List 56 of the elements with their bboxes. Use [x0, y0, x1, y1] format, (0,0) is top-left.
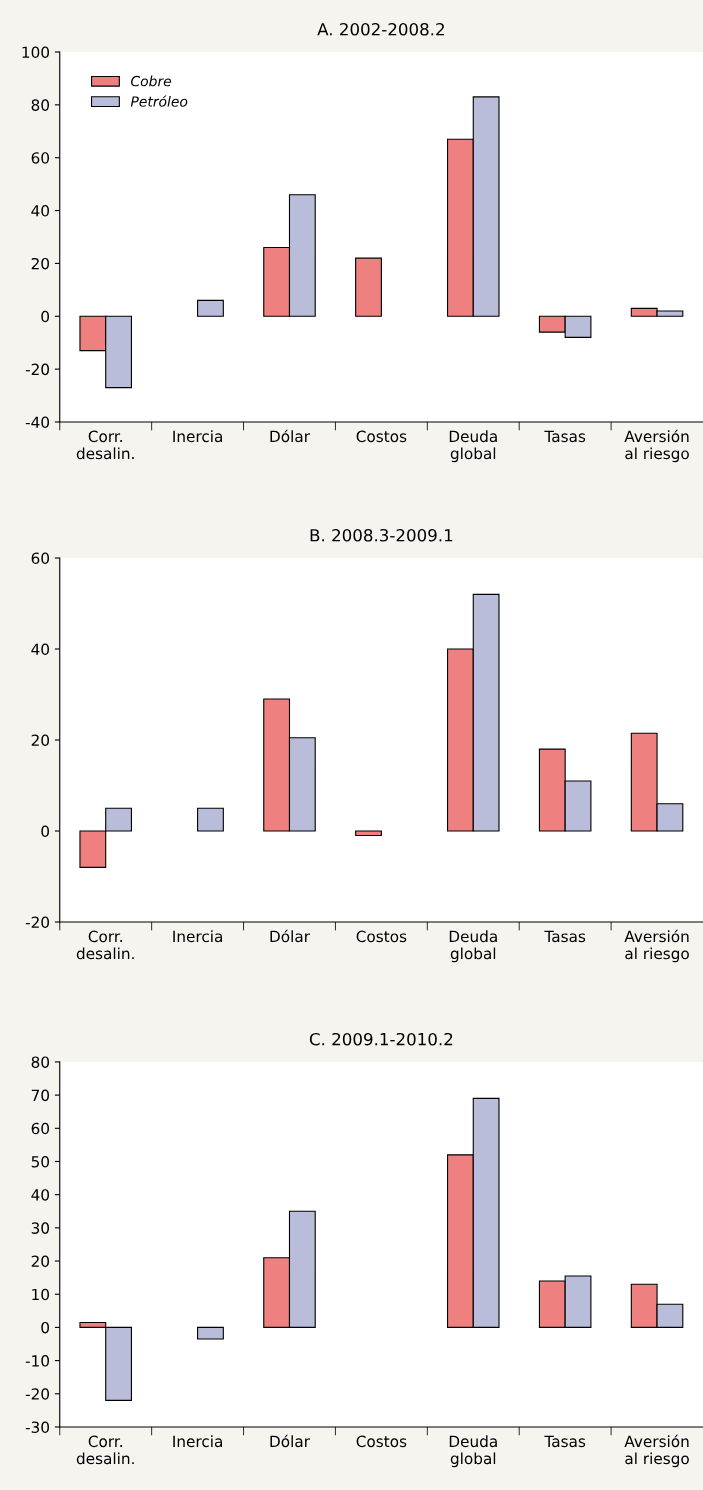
- x-tick-label: Dólar: [270, 929, 310, 943]
- y-tick-label: 60: [31, 552, 50, 565]
- chart-title: B. 2008.3-2009.1: [310, 528, 453, 542]
- x-tick-label: Costos: [356, 430, 407, 443]
- x-tick-label: Costos: [356, 930, 407, 943]
- x-tick-label: Corr. desalin.: [76, 1435, 134, 1465]
- y-tick-label: 100: [22, 46, 50, 59]
- x-tick-label: Deuda global: [449, 930, 497, 963]
- x-tick-label: Tasas: [544, 430, 586, 443]
- bar: [197, 807, 224, 832]
- x-tick-label: Tasas: [544, 1435, 586, 1448]
- bar: [197, 299, 224, 317]
- y-tick-label: 0: [41, 1321, 50, 1334]
- y-tick-label: -20: [25, 916, 50, 929]
- chart-title: A. 2002-2008.2: [317, 22, 444, 36]
- y-tick-label: 60: [31, 152, 50, 164]
- legend-label: Cobre: [131, 75, 172, 87]
- x-tick-label: Costos: [356, 1435, 407, 1448]
- y-tick-label: -10: [25, 1355, 50, 1367]
- y-tick-label: -30: [25, 1421, 50, 1433]
- y-tick-label: 80: [31, 1056, 50, 1068]
- chart-title: C. 2009.1-2010.2: [309, 1032, 453, 1046]
- y-tick-label: 20: [31, 734, 50, 747]
- y-tick-label: 30: [31, 1222, 50, 1234]
- x-tick-label: Deuda global: [449, 1435, 497, 1468]
- x-tick-label: Corr. desalin.: [76, 930, 134, 960]
- x-tick-label: Corr. desalin.: [76, 430, 134, 460]
- y-tick-label: 40: [31, 205, 50, 217]
- x-tick-label: Aversión al riesgo: [624, 429, 689, 463]
- x-tick-label: Inercia: [173, 430, 222, 443]
- legend-label: Petróleo: [130, 95, 188, 107]
- bar: [355, 257, 382, 317]
- bar: [197, 1326, 224, 1340]
- y-tick-label: 10: [32, 1288, 50, 1301]
- y-tick-label: 0: [41, 825, 50, 838]
- y-tick-label: 20: [31, 1255, 50, 1268]
- y-tick-label: 60: [31, 1122, 50, 1135]
- x-tick-label: Dólar: [270, 1434, 310, 1448]
- x-tick-label: Inercia: [173, 1435, 222, 1448]
- y-tick-label: 0: [41, 310, 50, 323]
- y-tick-label: 70: [31, 1089, 50, 1102]
- y-tick-label: 50: [31, 1155, 50, 1168]
- y-tick-label: 40: [31, 1189, 50, 1201]
- x-tick-label: Inercia: [173, 930, 222, 943]
- x-tick-label: Dólar: [270, 429, 310, 443]
- y-tick-label: 80: [31, 99, 50, 111]
- x-tick-label: Aversión al riesgo: [624, 929, 689, 963]
- x-tick-label: Tasas: [544, 930, 586, 943]
- y-tick-label: 40: [31, 643, 50, 656]
- y-tick-label: 20: [31, 257, 50, 270]
- x-tick-label: Deuda global: [449, 430, 497, 463]
- y-tick-label: -20: [25, 1388, 50, 1400]
- y-tick-label: -40: [25, 416, 50, 428]
- x-tick-label: Aversión al riesgo: [624, 1434, 689, 1468]
- y-tick-label: -20: [25, 363, 50, 376]
- bar: [355, 830, 382, 837]
